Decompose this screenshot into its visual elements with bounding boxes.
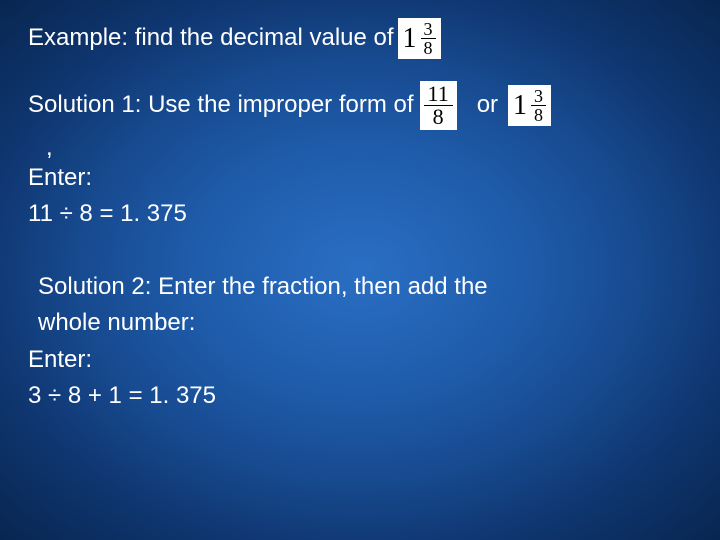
solution1-line: Solution 1: Use the improper form of 11 … [28, 81, 692, 130]
fraction-whole: 1 [403, 25, 417, 53]
solution2-calc: 3 ÷ 8 + 1 = 1. 375 [28, 380, 692, 412]
fraction-stack: 3 8 [421, 20, 436, 57]
comma-line: , [28, 134, 692, 162]
enter-label: Enter: [28, 162, 92, 194]
slide-content: Example: find the decimal value of 1 3 8… [0, 0, 720, 434]
calc-text: 3 ÷ 8 + 1 = 1. 375 [28, 380, 216, 412]
solution2-heading2-text: whole number: [38, 307, 195, 339]
fraction-denominator: 8 [531, 106, 546, 124]
spacer [28, 253, 692, 271]
example-label: Example: find the decimal value of [28, 22, 394, 54]
improper-denominator: 8 [429, 106, 448, 128]
or-text: or [477, 89, 498, 121]
spacer [28, 235, 692, 253]
fraction-whole: 1 [513, 92, 527, 120]
fraction-numerator: 3 [421, 20, 436, 39]
solution1-label: Solution 1: Use the improper form of [28, 89, 414, 121]
solution1-calc: 11 ÷ 8 = 1. 375 [28, 198, 692, 230]
solution2-heading-text: Solution 2: Enter the fraction, then add… [38, 271, 488, 303]
calc-text: 11 ÷ 8 = 1. 375 [28, 198, 187, 230]
solution2-heading2: whole number: [28, 307, 692, 339]
improper-numerator: 11 [424, 83, 453, 106]
fraction-numerator: 3 [531, 87, 546, 106]
example-fraction: 1 3 8 [398, 18, 441, 59]
solution1-enter: Enter: [28, 162, 692, 194]
solution2-enter: Enter: [28, 344, 692, 376]
solution1-mixed-fraction: 1 3 8 [508, 85, 551, 126]
fraction-denominator: 8 [421, 39, 436, 57]
example-line: Example: find the decimal value of 1 3 8 [28, 18, 692, 59]
enter-label: Enter: [28, 344, 92, 376]
fraction-stack: 3 8 [531, 87, 546, 124]
solution2-heading: Solution 2: Enter the fraction, then add… [28, 271, 692, 303]
comma: , [46, 134, 53, 161]
improper-fraction: 11 8 [420, 81, 457, 130]
spacer [28, 63, 692, 81]
